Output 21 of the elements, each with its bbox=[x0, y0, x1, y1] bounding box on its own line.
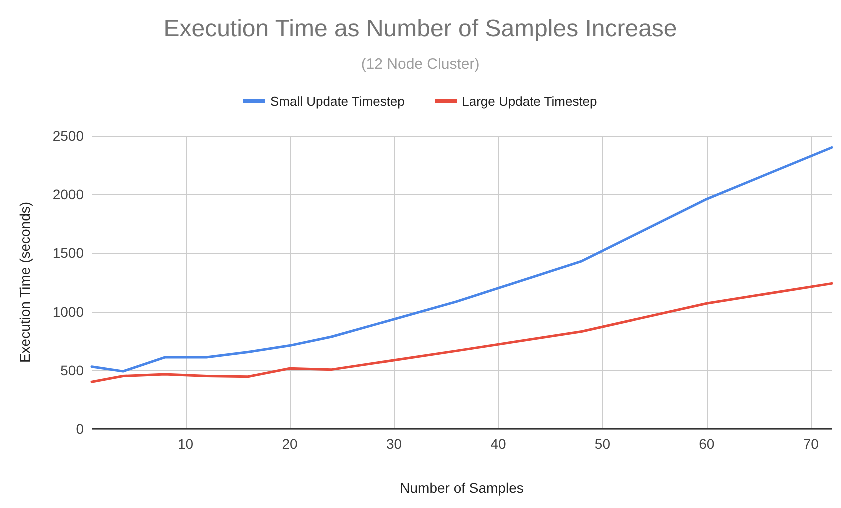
x-tick-label: 60 bbox=[699, 436, 715, 452]
x-tick-label: 70 bbox=[803, 436, 820, 452]
y-axis-title: Execution Time (seconds) bbox=[17, 202, 33, 364]
x-tick-label: 10 bbox=[178, 436, 194, 452]
x-tick-label: 40 bbox=[490, 436, 506, 452]
y-tick-label: 2000 bbox=[52, 186, 84, 203]
chart-subtitle: (12 Node Cluster) bbox=[361, 56, 480, 73]
y-tick-label: 1500 bbox=[52, 245, 84, 262]
x-tick-label: 20 bbox=[282, 436, 298, 452]
y-tick-label: 0 bbox=[76, 421, 84, 437]
x-axis-title: Number of Samples bbox=[400, 480, 524, 496]
y-tick-label: 1000 bbox=[52, 304, 84, 320]
legend-label: Small Update Timestep bbox=[270, 94, 405, 109]
y-tick-label: 500 bbox=[60, 362, 84, 378]
x-tick-label: 30 bbox=[386, 436, 402, 452]
y-tick-label: 2500 bbox=[52, 128, 84, 144]
line-series bbox=[90, 146, 833, 373]
line-series bbox=[90, 282, 833, 384]
x-tick-label: 50 bbox=[594, 436, 611, 452]
legend-label: Large Update Timestep bbox=[462, 94, 598, 109]
chart-title: Execution Time as Number of Samples Increase bbox=[164, 16, 678, 42]
